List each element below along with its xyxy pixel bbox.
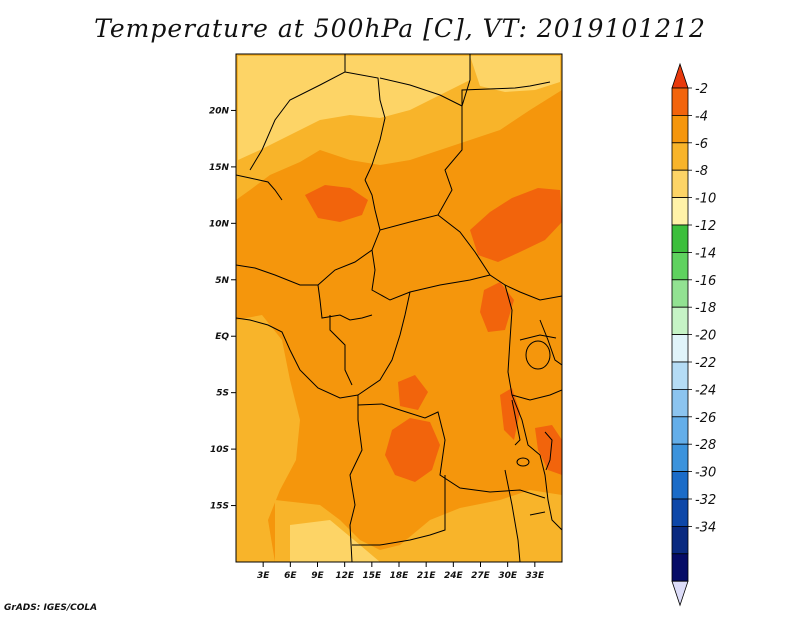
lon-tick-label: 12E xyxy=(335,571,355,581)
colorbar-label: -32 xyxy=(695,493,716,508)
colorbar-band xyxy=(671,115,689,144)
lon-tick-label: 6E xyxy=(284,571,297,581)
colorbar-band xyxy=(671,388,689,418)
colorbar-band xyxy=(671,87,689,116)
colorbar-band xyxy=(671,416,689,445)
colorbar-label: -2 xyxy=(695,82,708,97)
lon-tick-label: 24E xyxy=(444,571,464,581)
temperature-region-warm-nigeria xyxy=(305,185,368,222)
colorbar-band xyxy=(671,471,689,500)
colorbar-top-arrow xyxy=(671,62,689,89)
axis-labels: 3E 6E 9E 12E 15E 18E 21E 24E 27E 30E 33E 20N 15N 10N 5… xyxy=(209,106,545,581)
colorbar-label: -20 xyxy=(695,329,716,344)
lon-tick-label: 30E xyxy=(498,571,518,581)
temperature-region-warm-drc-south xyxy=(398,375,428,410)
colorbar-label: -26 xyxy=(695,411,716,426)
colorbar-band xyxy=(671,142,689,171)
colorbar-label: -16 xyxy=(695,274,716,289)
lat-tick-label: 10S xyxy=(210,445,229,455)
lon-tick-label: 21E xyxy=(417,571,437,581)
colorbar-label: -6 xyxy=(695,137,708,152)
colorbar-label: -8 xyxy=(695,164,708,179)
lat-tick-label: 10N xyxy=(209,219,230,229)
colorbar-band xyxy=(671,553,689,582)
colorbar-band xyxy=(671,224,689,253)
colorbar-band xyxy=(671,306,689,336)
colorbar-label: -12 xyxy=(695,219,716,234)
colorbar-band xyxy=(671,443,689,473)
lon-tick-label: 27E xyxy=(471,571,491,581)
lon-tick-label: 3E xyxy=(257,571,270,581)
colorbar-label: -10 xyxy=(695,192,716,207)
colorbar-band xyxy=(671,361,689,390)
colorbar-band xyxy=(671,169,689,198)
axis-ticks xyxy=(231,109,536,567)
temperature-region-warm-angola xyxy=(385,418,440,482)
chart-title: Temperature at 500hPa [C], VT: 201910121… xyxy=(94,14,706,43)
temperature-region-warm-tanzania xyxy=(535,425,562,475)
lat-tick-label: EQ xyxy=(215,332,229,342)
temperature-region-warm-congo xyxy=(480,282,514,332)
lon-tick-label: 15E xyxy=(362,571,382,581)
colorbar-band xyxy=(671,279,689,308)
colorbar-label: -14 xyxy=(695,246,716,261)
lat-tick-label: 20N xyxy=(209,106,230,116)
colorbar-band xyxy=(671,498,689,527)
colorbar-band xyxy=(671,251,689,281)
colorbar-label: -18 xyxy=(695,301,716,316)
colorbar-label: -24 xyxy=(695,383,716,398)
temperature-region-cool-west xyxy=(236,315,300,562)
temperature-region-warm-sudan xyxy=(470,188,562,262)
colorbar-label: -34 xyxy=(695,520,716,535)
temperature-region-warm-rift xyxy=(500,388,520,440)
lat-tick-label: 5S xyxy=(216,389,229,399)
lakes xyxy=(511,340,553,516)
country-borders xyxy=(236,54,562,562)
lon-tick-label: 9E xyxy=(311,571,324,581)
colorbar-label: -28 xyxy=(695,438,716,453)
colorbar: -2 -4 -6 -8 -10 -12 -14 -16 -18 -20 -22 -24 -26 -28 -3… xyxy=(671,62,716,607)
colorbar-band xyxy=(671,334,689,363)
colorbar-bottom-arrow xyxy=(671,580,689,607)
colorbar-label: -22 xyxy=(695,356,716,371)
colorbar-label: -30 xyxy=(695,466,716,481)
lon-tick-label: 33E xyxy=(525,571,545,581)
lat-tick-label: 5N xyxy=(215,276,229,286)
grads-credit: GrADS: IGES/COLA xyxy=(4,603,98,613)
map-area xyxy=(236,54,562,562)
lat-tick-label: 15S xyxy=(210,502,229,512)
temperature-region-coldest-north xyxy=(238,56,470,160)
lat-tick-label: 15N xyxy=(209,163,230,173)
temperature-region-coldest-northeast xyxy=(470,56,560,92)
lon-tick-label: 18E xyxy=(390,571,410,581)
temperature-region-coldest-south xyxy=(290,520,380,562)
colorbar-band xyxy=(671,526,689,555)
colorbar-label: -4 xyxy=(695,109,708,124)
colorbar-band xyxy=(671,197,689,226)
